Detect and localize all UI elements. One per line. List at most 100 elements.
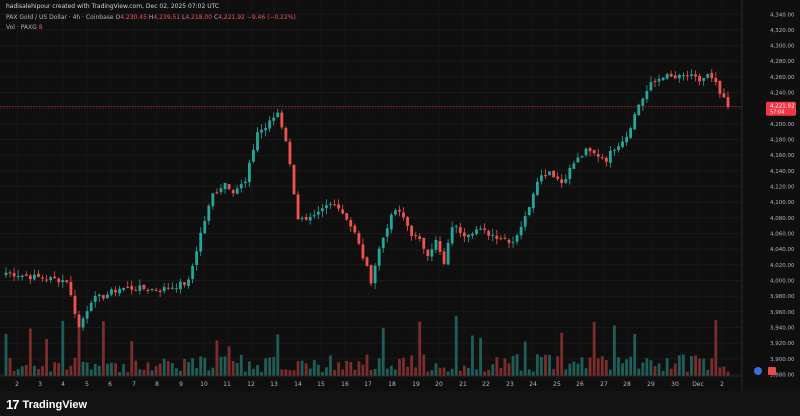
volume-bar	[187, 362, 190, 376]
candle-body	[122, 287, 126, 290]
candle-body	[410, 225, 414, 236]
candle-body	[661, 77, 665, 80]
candle-body	[604, 157, 608, 162]
candle-body	[442, 251, 446, 264]
candle-body	[4, 272, 8, 276]
volume-bar	[341, 369, 345, 376]
candle-body	[49, 277, 53, 281]
candle-body	[556, 176, 560, 179]
candle-body	[162, 287, 166, 292]
candle-body	[637, 104, 641, 116]
symbol-name[interactable]: PAX Gold / US Dollar · 4h · Coinbase	[6, 14, 114, 21]
volume-bar	[150, 370, 154, 376]
volume-bar	[406, 366, 409, 376]
volume-bar	[540, 356, 543, 376]
volume-bar	[353, 369, 357, 376]
volume-bar	[458, 370, 462, 376]
candle-body	[77, 314, 81, 328]
volume-bar	[142, 369, 146, 376]
candle-body	[726, 97, 730, 107]
candle-body	[418, 236, 422, 239]
candle-body	[203, 221, 207, 234]
candle-body	[130, 286, 134, 290]
candle-body	[580, 156, 584, 158]
volume-bar	[430, 370, 434, 376]
volume-legend[interactable]: Vol · PAXG 8	[6, 24, 43, 31]
ohlc-key-c: C	[212, 14, 219, 21]
candle-body	[284, 127, 288, 142]
volume-bar	[45, 338, 48, 376]
candle-body	[158, 290, 162, 293]
volume-bar	[410, 355, 414, 376]
volume-bar	[694, 355, 697, 376]
price-chart[interactable]: 4,340.00 4,320.00 4,300.00 4,280.00 4,260.00…	[0, 0, 800, 391]
time-tick-label: 10	[200, 381, 208, 388]
volume-bar	[195, 367, 199, 376]
candle-body	[495, 235, 499, 239]
time-tick-label: 4	[61, 381, 65, 388]
volume-bar	[4, 333, 8, 376]
candle-body	[617, 146, 620, 151]
volume-bar	[535, 354, 539, 376]
volume-bar	[41, 366, 44, 376]
volume-bar	[16, 369, 20, 376]
candle-body	[519, 226, 523, 236]
candlesticks	[4, 68, 730, 331]
candle-body	[540, 175, 543, 182]
volume-bar	[596, 358, 600, 376]
candle-body	[596, 154, 600, 157]
volume-bar	[49, 371, 53, 376]
volume-bar	[126, 371, 130, 376]
candle-body	[422, 237, 426, 249]
volume-bar	[471, 335, 474, 376]
volume-bar	[329, 355, 332, 376]
price-tick-label: 4,100.00	[770, 200, 795, 206]
volume-bar	[247, 361, 251, 376]
volume-bar	[580, 357, 584, 376]
candle-body	[446, 242, 450, 265]
volume-bar	[357, 361, 361, 376]
time-tick-label: 15	[317, 381, 325, 388]
symbol-legend[interactable]: PAX Gold / US Dollar · 4h · Coinbase O4,…	[6, 14, 296, 21]
volume-bar	[434, 363, 438, 376]
volume-bar	[122, 364, 126, 376]
candle-body	[57, 278, 61, 283]
price-tick-label: 4,260.00	[770, 75, 795, 81]
volume-bar	[24, 364, 28, 376]
candle-body	[215, 192, 219, 194]
volume-bar	[280, 369, 284, 376]
candle-body	[345, 213, 349, 220]
candle-body	[434, 240, 438, 250]
candle-body	[219, 188, 223, 193]
tradingview-logo[interactable]: 17 TradingView	[6, 397, 87, 412]
volume-bar	[677, 355, 681, 376]
time-tick-label: 19	[412, 381, 420, 388]
volume-bar	[183, 358, 186, 376]
volume-bar	[657, 363, 661, 376]
volume-bar	[231, 361, 235, 376]
candle-body	[28, 275, 32, 280]
candle-body	[450, 227, 454, 244]
volume-bar	[101, 321, 105, 376]
volume-bar	[600, 356, 604, 376]
time-axis[interactable]: 2 3 4 5 6 7 8 9 10 11 12 13 14 15 16 17 18 19 20 21 22 23 24 25…	[15, 381, 724, 388]
candle-body	[81, 318, 85, 328]
price-tick-label: 4,340.00	[770, 12, 795, 18]
time-tick-label: 2	[720, 381, 724, 388]
price-tick-label: 3,960.00	[770, 310, 795, 316]
candle-body	[308, 216, 312, 221]
candle-body	[300, 218, 304, 220]
candle-body	[211, 193, 215, 207]
volume-bar	[531, 371, 535, 376]
volume-bar	[97, 365, 101, 376]
candle-body	[588, 148, 592, 152]
volume-bar	[53, 362, 57, 376]
candle-body	[475, 229, 478, 235]
volume-bar	[284, 369, 288, 376]
candle-body	[393, 210, 397, 215]
time-tick-label: 16	[341, 381, 349, 388]
volume-bar	[81, 361, 85, 376]
candle-body	[544, 175, 547, 177]
volume-bar	[130, 341, 134, 376]
